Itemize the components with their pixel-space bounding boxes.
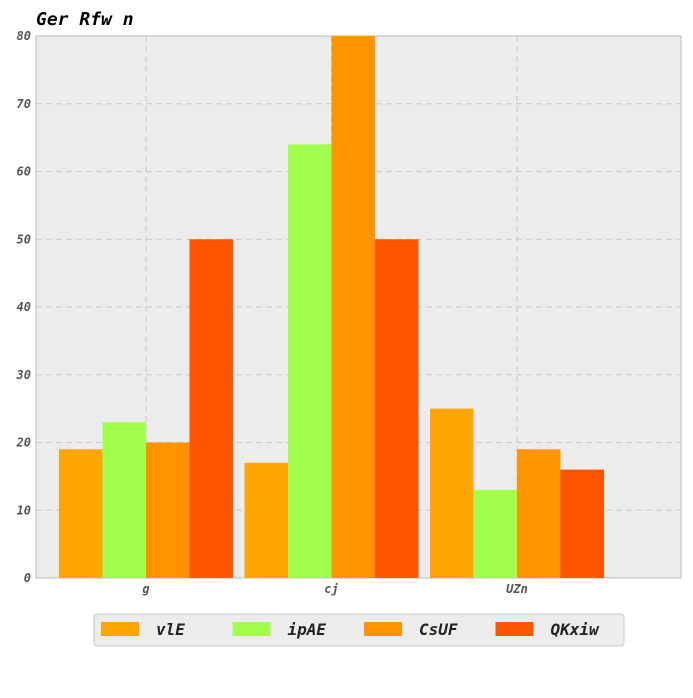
- y-tick-label: 40: [17, 300, 31, 314]
- legend-label-CsUF: CsUF: [419, 620, 458, 639]
- x-axis-ticks: g cj UZn: [142, 582, 527, 596]
- y-axis-ticks: 0 10 20 30 40 50 60 70 80: [16, 29, 31, 585]
- bar-vlE-cj: [244, 462, 288, 578]
- legend-label-vlE: vlE: [156, 620, 185, 639]
- bar-ipAE-UZn: [473, 489, 517, 578]
- x-tick-label: cj: [324, 582, 338, 596]
- bar-CsUF-UZn: [517, 449, 561, 578]
- x-tick-label: g: [142, 582, 149, 596]
- bar-CsUF-cj: [331, 36, 375, 578]
- y-tick-label: 10: [17, 503, 31, 517]
- bars: [59, 36, 604, 578]
- x-tick-label: UZn: [506, 582, 528, 596]
- y-tick-label: 60: [17, 165, 31, 179]
- y-tick-label: 30: [16, 368, 31, 382]
- y-tick-label: 0: [24, 571, 31, 585]
- bar-vlE-UZn: [430, 408, 474, 578]
- legend-box: [93, 613, 625, 647]
- y-tick-label: 70: [17, 97, 31, 111]
- bar-ipAE-cj: [288, 144, 332, 578]
- y-tick-label: 50: [17, 232, 31, 246]
- bar-vlE-g: [59, 449, 103, 578]
- legend-swatch-CsUF: [364, 622, 402, 636]
- bar-CsUF-g: [146, 442, 190, 578]
- legend-swatch-vlE: [101, 622, 139, 636]
- legend-label-ipAE: ipAE: [288, 620, 327, 639]
- bar-QKxiw-cj: [375, 239, 419, 578]
- bar-QKxiw-UZn: [560, 469, 604, 578]
- bar-QKxiw-g: [189, 239, 233, 578]
- legend-label-QKxiw: QKxiw: [551, 620, 601, 639]
- y-tick-label: 20: [16, 436, 31, 450]
- y-tick-label: 80: [17, 29, 31, 43]
- legend: vlE ipAE CsUF QKxiw: [93, 613, 625, 647]
- legend-swatch-ipAE: [232, 622, 271, 636]
- chart-title: Ger Rfw n: [36, 9, 134, 30]
- bar-ipAE-g: [102, 422, 146, 578]
- legend-swatch-QKxiw: [495, 622, 534, 636]
